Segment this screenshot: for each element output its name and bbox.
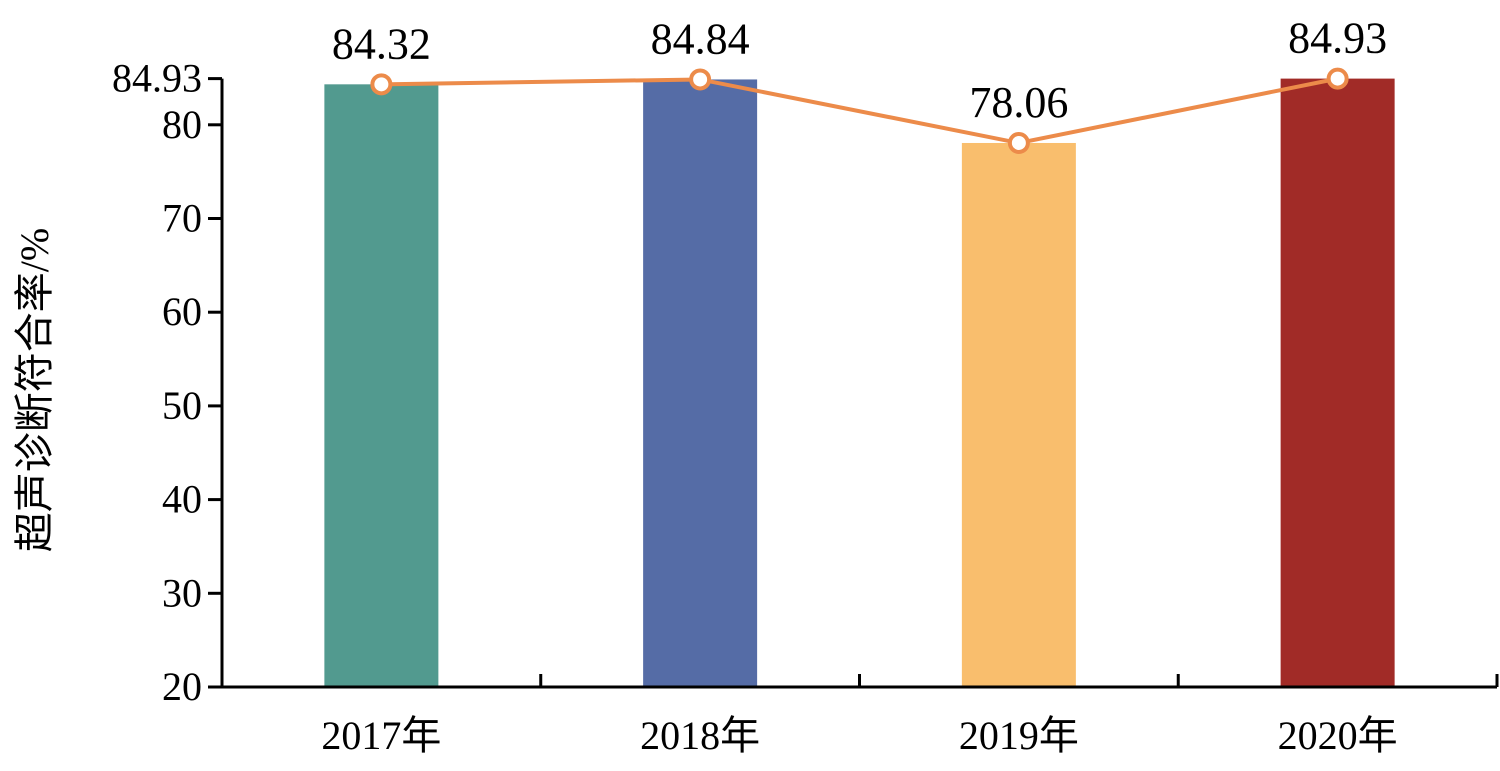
bar-2 bbox=[643, 79, 758, 687]
y-tick-label-30: 30 bbox=[162, 570, 202, 615]
y-tick-label-80: 80 bbox=[162, 102, 202, 147]
y-tick-label-70: 70 bbox=[162, 196, 202, 241]
trend-line bbox=[381, 76, 1339, 146]
data-label-1: 84.32 bbox=[332, 19, 431, 68]
y-tick-label-40: 40 bbox=[162, 477, 202, 522]
data-label-2: 84.84 bbox=[651, 14, 750, 63]
line-group bbox=[370, 67, 1349, 154]
line-point-4 bbox=[1326, 67, 1349, 90]
bar-3 bbox=[961, 142, 1076, 688]
y-axis-title: 超声诊断符合率/% bbox=[12, 228, 57, 552]
bar-4 bbox=[1280, 78, 1395, 688]
y-tick-label-50: 50 bbox=[162, 383, 202, 428]
y-tick-label-60: 60 bbox=[162, 289, 202, 334]
line-point-3 bbox=[1007, 131, 1030, 154]
line-point-2 bbox=[689, 68, 712, 91]
bars-group bbox=[324, 78, 1395, 688]
x-tick-label-1: 2017年 bbox=[321, 713, 441, 758]
x-tick-label-2: 2018年 bbox=[640, 713, 760, 758]
data-label-4: 84.93 bbox=[1288, 14, 1387, 63]
labels-group: 84.32 84.84 78.06 84.93 bbox=[332, 14, 1387, 127]
data-label-3: 78.06 bbox=[969, 78, 1068, 127]
y-tick-label-84.93: 84.93 bbox=[112, 56, 202, 101]
line-point-1 bbox=[370, 73, 393, 96]
x-tick-label-4: 2020年 bbox=[1278, 713, 1398, 758]
x-tick-label-3: 2019年 bbox=[959, 713, 1079, 758]
bar-1 bbox=[324, 84, 439, 688]
y-tick-label-20: 20 bbox=[162, 664, 202, 709]
